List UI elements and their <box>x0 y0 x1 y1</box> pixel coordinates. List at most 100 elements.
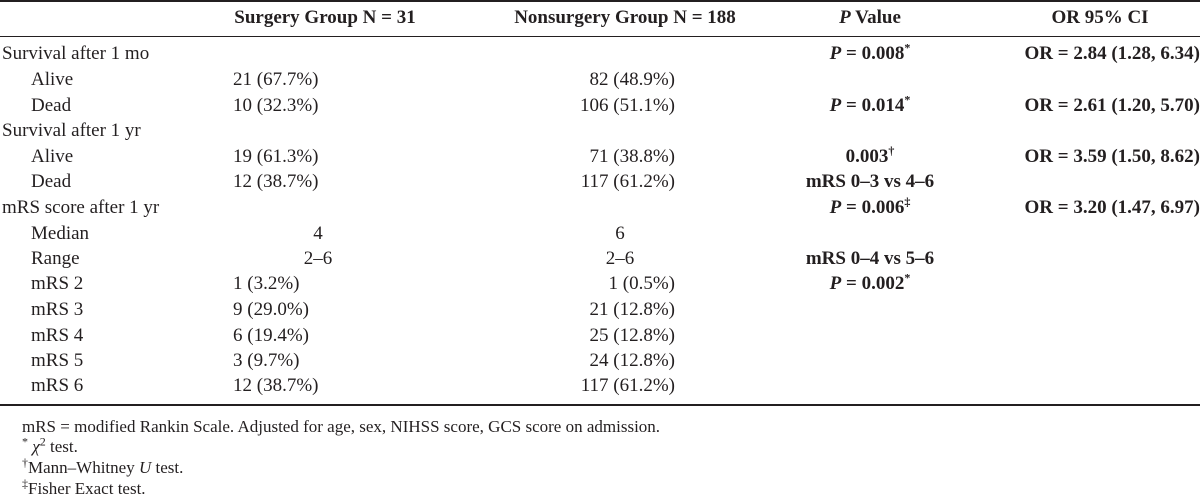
nonsurgery-value: 117 (61.2%) <box>580 171 675 192</box>
p-letter: P <box>829 273 842 294</box>
table-row: mRS 2 1 (3.2%) 1 (0.5%) P = 0.002* <box>0 272 1200 297</box>
p-value-mark: * <box>904 92 911 107</box>
row-label: mRS 4 <box>31 325 84 346</box>
odds-ratio: OR = 3.59 (1.50, 8.62) <box>1024 146 1200 167</box>
header-p-value: P Value <box>770 7 970 29</box>
row-label: Dead <box>31 171 72 192</box>
row-label: mRS 5 <box>31 350 84 371</box>
p-value-text: P = 0.002 <box>829 273 905 294</box>
surgery-value: 4 <box>313 223 323 244</box>
p-value-text: mRS 0–3 vs 4–6 <box>805 171 935 192</box>
nonsurgery-value: 117 (61.2%) <box>580 375 675 396</box>
p-value-mark: ‡ <box>904 194 911 209</box>
footnote-text: Mann–Whitney <box>28 458 139 477</box>
footnote-superscript: 2 <box>39 434 46 449</box>
nonsurgery-value: 21 (12.8%) <box>589 299 675 320</box>
p-letter: P <box>829 95 842 116</box>
table-row: Alive 21 (67.7%) 82 (48.9%) <box>0 68 1200 93</box>
footnote-mark: ‡ <box>22 476 28 491</box>
row-label: mRS 2 <box>31 273 84 294</box>
footnote-mark: * <box>22 434 28 449</box>
p-value: mRS 0–4 vs 5–6 <box>760 248 980 270</box>
nonsurgery-value: 106 (51.1%) <box>580 95 675 116</box>
table-row: Range 2–6 2–6 mRS 0–4 vs 5–6 <box>0 247 1200 272</box>
surgery-value: 19 (61.3%) <box>233 146 319 167</box>
footnote-text: U <box>138 458 152 477</box>
p-value-text: mRS 0–4 vs 5–6 <box>805 248 935 269</box>
nonsurgery-value: 1 (0.5%) <box>608 273 675 294</box>
table-row: Alive 19 (61.3%) 71 (38.8%) 0.003† OR = 3.59… <box>0 145 1200 170</box>
p-value-mark: * <box>904 40 911 55</box>
footnote-text: test. <box>45 437 78 456</box>
row-label: Alive <box>31 69 74 90</box>
p-value-text: 0.003 <box>845 146 889 167</box>
surgery-value: 10 (32.3%) <box>233 95 319 116</box>
nonsurgery-value: 71 (38.8%) <box>589 146 675 167</box>
header-p-rest: Value <box>850 7 901 28</box>
surgery-value: 12 (38.7%) <box>233 375 319 396</box>
p-value: 0.003† <box>760 143 980 168</box>
p-value-mark: † <box>888 143 895 158</box>
row-label: Survival after 1 mo <box>2 43 150 64</box>
footnote-abbreviation: mRS = modified Rankin Scale. Adjusted fo… <box>22 417 661 436</box>
surgery-value: 2–6 <box>303 248 333 269</box>
table-row: mRS 5 3 (9.7%) 24 (12.8%) <box>0 349 1200 374</box>
p-value-text: P = 0.014 <box>829 95 905 116</box>
header-or-ci: OR 95% CI <box>1051 7 1149 28</box>
surgery-value: 1 (3.2%) <box>233 273 300 294</box>
row-label: Dead <box>31 95 72 116</box>
table-row: mRS 4 6 (19.4%) 25 (12.8%) <box>0 324 1200 349</box>
footnote-chi-square: * χ2 test. <box>22 434 78 457</box>
table-row: Dead 10 (32.3%) 106 (51.1%) P = 0.014* OR = … <box>0 94 1200 119</box>
p-value: P = 0.002* <box>760 270 980 295</box>
surgery-value: 12 (38.7%) <box>233 171 319 192</box>
table-row: Survival after 1 yr <box>0 119 1200 144</box>
table-row: mRS 3 9 (29.0%) 21 (12.8%) <box>0 298 1200 323</box>
row-label: Survival after 1 yr <box>2 120 141 141</box>
row-label: Range <box>31 248 80 269</box>
header-rule <box>0 36 1200 37</box>
row-label: Alive <box>31 146 74 167</box>
p-value: P = 0.006‡ <box>760 194 980 219</box>
table-row: mRS 6 12 (38.7%) 117 (61.2%) <box>0 374 1200 399</box>
surgery-value: 3 (9.7%) <box>233 350 300 371</box>
footnote-text: test. <box>151 458 184 477</box>
nonsurgery-value: 25 (12.8%) <box>589 325 675 346</box>
nonsurgery-value: 6 <box>615 223 625 244</box>
footnote-fisher-exact: ‡Fisher Exact test. <box>22 476 146 499</box>
odds-ratio: OR = 2.84 (1.28, 6.34) <box>1024 43 1200 64</box>
odds-ratio: OR = 3.20 (1.47, 6.97) <box>1024 197 1200 218</box>
footnote-text: Fisher Exact test. <box>28 479 146 498</box>
p-value: mRS 0–3 vs 4–6 <box>760 171 980 193</box>
p-value: P = 0.008* <box>760 40 980 65</box>
footnote-text: χ <box>32 437 40 456</box>
surgery-value: 9 (29.0%) <box>233 299 309 320</box>
row-label: mRS 3 <box>31 299 84 320</box>
top-rule <box>0 0 1200 2</box>
table-row: Survival after 1 mo P = 0.008* OR = 2.84 (… <box>0 42 1200 67</box>
table-row: Dead 12 (38.7%) 117 (61.2%) mRS 0–3 vs 4–6 <box>0 170 1200 195</box>
footnote-mann-whitney: †Mann–Whitney U test. <box>22 455 184 478</box>
bottom-rule <box>0 404 1200 406</box>
p-value-text: P = 0.006 <box>829 197 905 218</box>
table-header: Surgery Group N = 31 Nonsurgery Group N … <box>0 0 1200 36</box>
odds-ratio: OR = 2.61 (1.20, 5.70) <box>1024 95 1200 116</box>
surgery-value: 21 (67.7%) <box>233 69 319 90</box>
row-label: mRS score after 1 yr <box>2 197 160 218</box>
surgery-value: 6 (19.4%) <box>233 325 309 346</box>
table-row: Median 4 6 <box>0 222 1200 247</box>
p-value: P = 0.014* <box>760 92 980 117</box>
header-p-letter: P <box>839 7 851 28</box>
p-value-text: P = 0.008 <box>829 43 905 64</box>
footnote-mark: † <box>22 455 28 470</box>
nonsurgery-value: 24 (12.8%) <box>589 350 675 371</box>
p-value-mark: * <box>904 270 911 285</box>
header-surgery-group: Surgery Group N = 31 <box>234 7 416 28</box>
row-label: Median <box>31 223 90 244</box>
nonsurgery-value: 82 (48.9%) <box>589 69 675 90</box>
header-nonsurgery-group: Nonsurgery Group N = 188 <box>514 7 736 28</box>
table-body: Survival after 1 mo P = 0.008* OR = 2.84 (… <box>0 42 1200 399</box>
table-row: mRS score after 1 yr P = 0.006‡ OR = 3.20 … <box>0 196 1200 221</box>
nonsurgery-value: 2–6 <box>605 248 635 269</box>
p-letter: P <box>829 197 842 218</box>
